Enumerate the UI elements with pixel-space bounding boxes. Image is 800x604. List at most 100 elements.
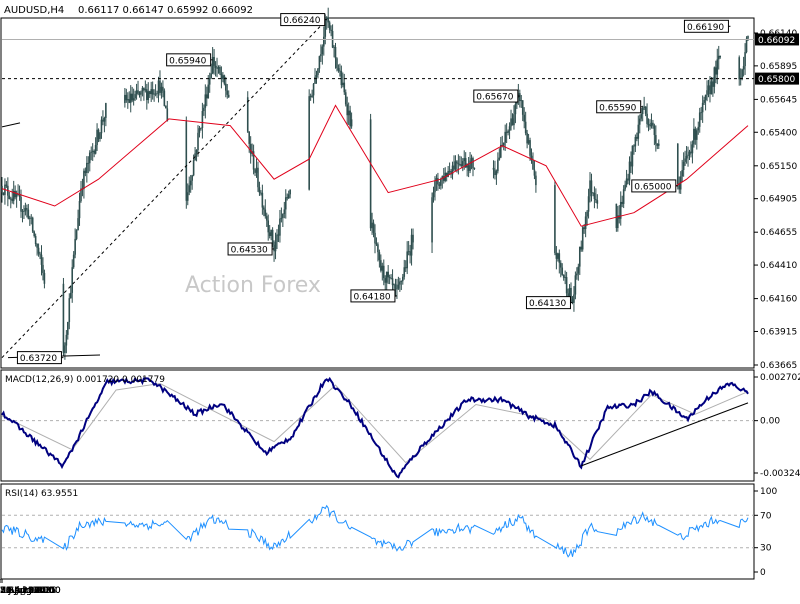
candle-body: [264, 209, 267, 217]
candle-body: [698, 112, 701, 127]
candle-body: [91, 150, 94, 152]
candle-body: [396, 288, 398, 290]
candle-body: [62, 283, 65, 353]
candle-body: [321, 46, 324, 55]
candle-body: [492, 167, 495, 170]
candle-body: [260, 192, 262, 194]
candle-body: [445, 172, 448, 177]
candle-body: [394, 284, 397, 289]
candle-body: [249, 143, 252, 154]
price-tick-label: 0.63665: [760, 361, 797, 371]
candle-body: [31, 217, 34, 232]
candle-body: [703, 100, 705, 103]
candle-body: [90, 151, 93, 153]
candle-body: [448, 170, 451, 172]
candle-body: [186, 192, 189, 201]
candle-body: [636, 137, 638, 139]
candle-body: [442, 176, 445, 181]
candle-body: [93, 150, 95, 154]
level-label-box: [683, 19, 729, 33]
rsi-panel-frame: [0, 483, 755, 580]
candle-body: [461, 161, 464, 167]
price-tick-label: 0.65645: [760, 95, 797, 105]
level-label: 0.64130: [529, 299, 566, 309]
candle-body: [283, 209, 286, 215]
candle-body: [744, 52, 746, 67]
candle-body: [369, 119, 372, 229]
candle-body: [709, 85, 711, 95]
candle-body: [17, 194, 19, 196]
candle-body: [201, 110, 204, 128]
candle-body: [440, 178, 442, 186]
candle-body: [103, 117, 106, 122]
candle-body: [204, 94, 207, 108]
candle-body: [511, 118, 514, 126]
candle-body: [399, 281, 401, 285]
candle-body: [94, 145, 97, 154]
price-tick-label: 0.64905: [760, 195, 797, 205]
candle-body: [132, 98, 135, 101]
candle-body: [463, 158, 466, 162]
candle-body: [226, 90, 229, 95]
candle-body: [309, 96, 312, 97]
candle-body: [80, 188, 82, 202]
x-tick-label: 29 Aug 04:00: [0, 586, 61, 596]
candle-body: [67, 321, 69, 335]
candle-body: [678, 184, 681, 190]
candle-body: [524, 121, 527, 134]
candle-body: [456, 161, 458, 164]
candle-body: [268, 232, 271, 236]
candle-body: [676, 143, 679, 185]
x-tick-label: 30 Jul 20:00: [0, 586, 54, 596]
candle-body: [554, 185, 556, 254]
candle-body: [647, 123, 650, 125]
candle-body: [640, 114, 643, 119]
candle-body: [311, 95, 313, 97]
candle-body: [248, 131, 251, 144]
candle-body: [641, 107, 644, 115]
candle-body: [713, 67, 716, 87]
candle-body: [267, 220, 270, 233]
candle-body: [333, 46, 335, 48]
candle-body: [656, 143, 659, 146]
candle-body: [146, 89, 148, 101]
symbol-label: AUDUSD,H4: [4, 5, 64, 16]
candle-body: [391, 278, 394, 286]
candle-body: [286, 197, 289, 199]
candle-body: [280, 217, 283, 219]
candle-body: [15, 194, 18, 198]
candle-body: [337, 68, 340, 71]
candle-body: [573, 294, 575, 303]
candle-body: [188, 185, 191, 193]
candle-body: [323, 36, 325, 47]
candle-body: [246, 97, 249, 132]
candle-body: [197, 132, 199, 151]
level-label-box: [280, 13, 326, 27]
candle-body: [571, 298, 574, 303]
candle-body: [716, 59, 719, 75]
candle-body: [40, 254, 43, 265]
candle-body: [469, 160, 471, 171]
level-label-box: [525, 296, 571, 310]
candle-body: [684, 158, 686, 162]
candle-body: [344, 92, 347, 105]
candle-body: [156, 93, 158, 95]
candle-body: [185, 121, 188, 201]
candle-body: [327, 17, 329, 23]
horizontal-line-badge: [755, 72, 799, 85]
candle-body: [644, 106, 647, 114]
candle-body: [265, 216, 268, 221]
candle-body: [466, 165, 468, 168]
candle-body: [14, 190, 16, 198]
candle-body: [205, 94, 208, 99]
candle-body: [207, 84, 210, 99]
candle-body: [655, 135, 657, 144]
x-tick-label: 14 Aug 12:00: [0, 586, 61, 596]
candle-body: [532, 160, 534, 170]
candle-body: [595, 198, 597, 201]
candle-body: [203, 107, 205, 111]
candle-body: [628, 161, 631, 181]
candle-body: [393, 284, 395, 286]
